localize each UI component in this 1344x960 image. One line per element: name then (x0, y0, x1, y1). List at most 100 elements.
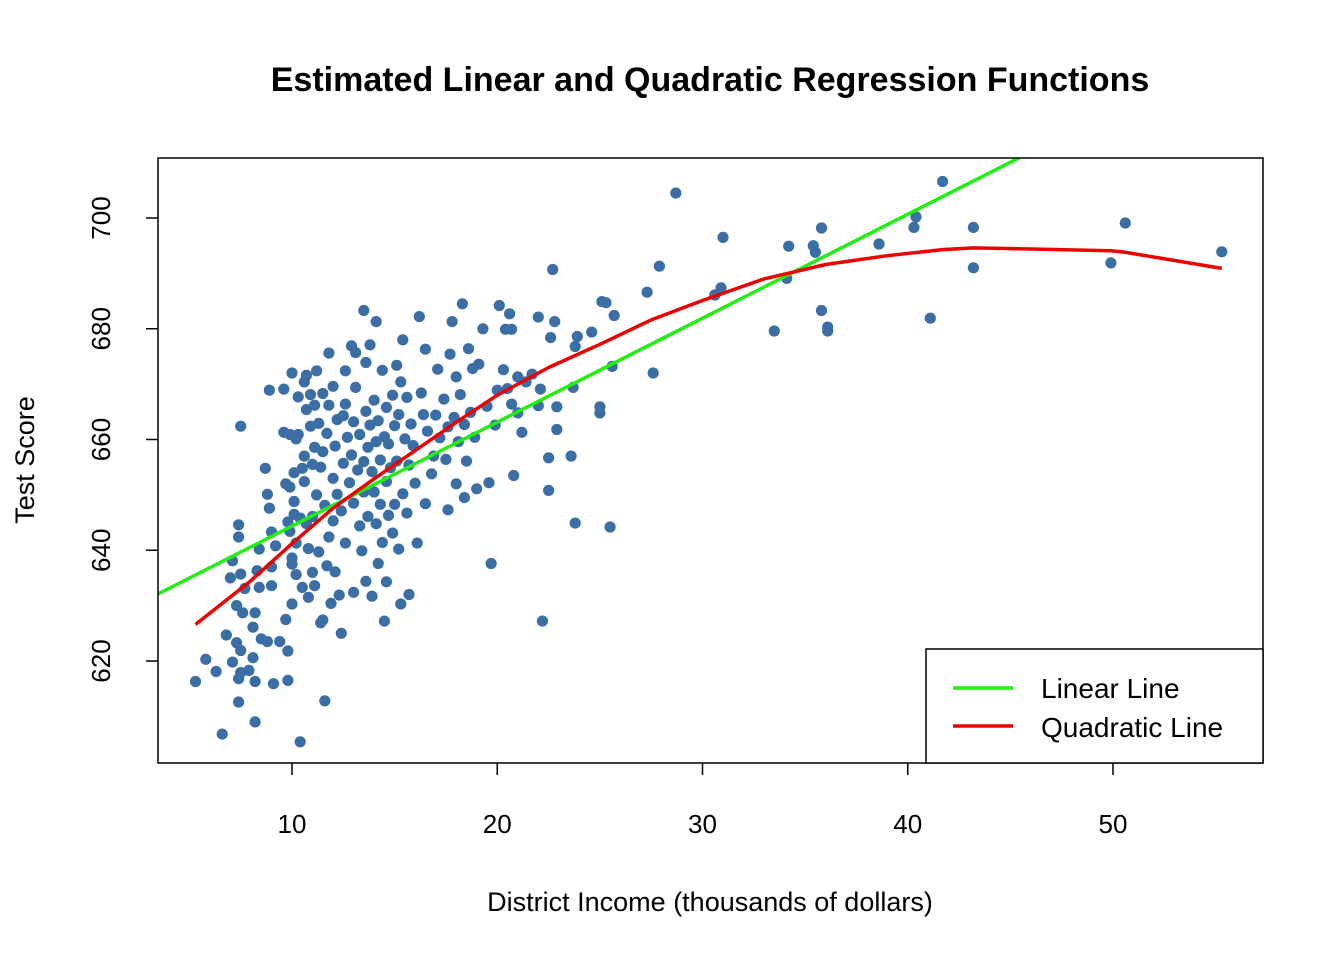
legend-box (925, 648, 1264, 764)
data-point (387, 389, 399, 401)
data-point (380, 401, 392, 413)
data-point (360, 356, 372, 369)
data-point (532, 311, 544, 323)
data-point (368, 394, 380, 406)
data-point (670, 187, 682, 199)
data-point (339, 537, 351, 549)
data-point (356, 545, 368, 557)
data-point (274, 636, 286, 648)
y-axis: 620 640 660 680 700 (86, 196, 158, 683)
data-point (438, 393, 450, 405)
data-point (549, 316, 561, 328)
data-point (446, 316, 458, 328)
data-point (1119, 217, 1131, 229)
data-point (569, 340, 581, 353)
data-point (335, 627, 347, 639)
data-point (360, 405, 372, 417)
data-point (216, 728, 228, 740)
data-point (321, 427, 333, 439)
data-point (317, 446, 329, 458)
data-point (571, 330, 583, 343)
y-tick-label: 660 (86, 418, 116, 461)
data-point (294, 736, 306, 748)
data-point (237, 607, 249, 619)
data-point (393, 409, 405, 421)
data-point (471, 483, 483, 495)
data-point (506, 323, 518, 335)
data-point (419, 343, 431, 355)
data-point (822, 325, 834, 337)
data-point (516, 426, 528, 438)
data-point (309, 441, 321, 453)
data-point (315, 461, 327, 473)
data-point (224, 572, 236, 584)
data-point (382, 438, 395, 450)
data-point (345, 449, 358, 461)
data-point (302, 591, 314, 603)
data-point (286, 558, 298, 570)
data-point (313, 417, 325, 429)
data-point (504, 308, 516, 320)
data-point (362, 510, 374, 523)
data-point (358, 456, 370, 468)
data-point (370, 518, 382, 530)
data-point (462, 343, 475, 355)
data-point (460, 455, 473, 467)
data-point (321, 560, 333, 572)
data-point (366, 590, 378, 602)
data-point (323, 347, 335, 359)
data-point (378, 615, 390, 627)
data-point (497, 364, 509, 376)
data-point (477, 323, 489, 335)
data-point (350, 381, 362, 393)
x-tick-label: 10 (278, 809, 307, 839)
data-point (380, 576, 392, 588)
data-point (458, 418, 470, 431)
data-point (247, 652, 259, 664)
data-point (910, 211, 922, 223)
data-point (247, 621, 259, 633)
data-point (300, 369, 312, 381)
data-point (364, 339, 376, 351)
data-point (569, 517, 581, 529)
data-point (263, 502, 275, 514)
data-point (302, 543, 314, 555)
data-point (411, 537, 423, 549)
data-point (325, 597, 337, 610)
data-point (372, 557, 384, 570)
data-point (341, 431, 353, 443)
data-point (409, 477, 421, 489)
data-point (376, 364, 388, 376)
data-point (327, 380, 339, 392)
data-point (304, 389, 317, 401)
x-axis: 10 20 30 40 50 (278, 763, 1127, 839)
data-point (309, 580, 321, 592)
x-axis-label: District Income (thousands of dollars) (487, 887, 933, 917)
data-point (348, 586, 360, 598)
data-point (551, 401, 563, 413)
data-point (233, 531, 245, 543)
data-point (352, 464, 364, 476)
data-point (233, 519, 245, 531)
data-point (937, 175, 949, 188)
legend-label-quadratic: Quadratic Line (1041, 712, 1223, 743)
y-tick-label: 680 (86, 307, 116, 350)
data-point (348, 497, 360, 509)
data-point (249, 675, 261, 688)
legend: Linear Line Quadratic Line (925, 648, 1264, 764)
scatter-points (189, 175, 1228, 748)
data-point (547, 263, 559, 276)
data-point (450, 478, 462, 490)
data-point (1105, 257, 1117, 269)
data-point (536, 615, 549, 627)
data-point (249, 716, 261, 728)
data-point (551, 423, 563, 436)
data-point (647, 367, 659, 379)
data-point (226, 656, 239, 668)
data-point (485, 557, 497, 570)
data-point (270, 540, 282, 552)
data-point (323, 399, 335, 411)
data-point (374, 454, 386, 466)
data-point (317, 387, 329, 400)
